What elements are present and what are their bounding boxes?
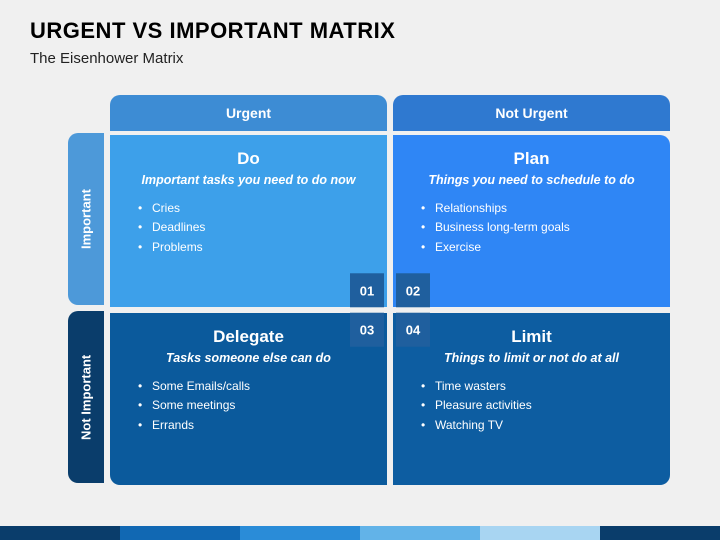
row-label-not-important: Not Important <box>68 311 104 483</box>
quadrant-subtitle: Important tasks you need to do now <box>128 173 369 189</box>
quadrant-number: 01 <box>350 273 384 307</box>
page-title: URGENT VS IMPORTANT MATRIX <box>30 18 690 44</box>
list-item: Errands <box>138 416 369 436</box>
col-header-not-urgent: Not Urgent <box>393 95 670 131</box>
col-header-urgent: Urgent <box>110 95 387 131</box>
quadrant-title: Plan <box>411 149 652 169</box>
list-item: Relationships <box>421 199 652 219</box>
quadrant-number: 04 <box>396 313 430 347</box>
row-labels: Important Not Important <box>68 133 104 483</box>
list-item: Cries <box>138 199 369 219</box>
list-item: Time wasters <box>421 377 652 397</box>
list-item: Business long-term goals <box>421 218 652 238</box>
eisenhower-matrix: Important Not Important Urgent Not Urgen… <box>110 95 670 485</box>
list-item: Problems <box>138 238 369 258</box>
quadrant-do: Do Important tasks you need to do now Cr… <box>110 135 387 307</box>
quadrant-items: Cries Deadlines Problems <box>128 199 369 258</box>
footer-stripe <box>0 526 720 540</box>
quadrant-number: 03 <box>350 313 384 347</box>
quadrant-grid: Do Important tasks you need to do now Cr… <box>110 135 670 485</box>
list-item: Pleasure activities <box>421 396 652 416</box>
list-item: Some Emails/calls <box>138 377 369 397</box>
quadrant-number: 02 <box>396 273 430 307</box>
quadrant-items: Time wasters Pleasure activities Watchin… <box>411 377 652 436</box>
quadrant-subtitle: Things you need to schedule to do <box>411 173 652 189</box>
quadrant-items: Relationships Business long-term goals E… <box>411 199 652 258</box>
quadrant-items: Some Emails/calls Some meetings Errands <box>128 377 369 436</box>
list-item: Exercise <box>421 238 652 258</box>
quadrant-title: Delegate <box>128 327 369 347</box>
quadrant-title: Do <box>128 149 369 169</box>
quadrant-delegate: Delegate Tasks someone else can do Some … <box>110 313 387 485</box>
column-headers: Urgent Not Urgent <box>110 95 670 131</box>
row-label-important: Important <box>68 133 104 305</box>
list-item: Some meetings <box>138 396 369 416</box>
quadrant-plan: Plan Things you need to schedule to do R… <box>393 135 670 307</box>
quadrant-limit: Limit Things to limit or not do at all T… <box>393 313 670 485</box>
quadrant-subtitle: Tasks someone else can do <box>128 351 369 367</box>
header: URGENT VS IMPORTANT MATRIX The Eisenhowe… <box>0 0 720 75</box>
page-subtitle: The Eisenhower Matrix <box>30 50 690 67</box>
quadrant-title: Limit <box>411 327 652 347</box>
list-item: Watching TV <box>421 416 652 436</box>
quadrant-subtitle: Things to limit or not do at all <box>411 351 652 367</box>
list-item: Deadlines <box>138 218 369 238</box>
